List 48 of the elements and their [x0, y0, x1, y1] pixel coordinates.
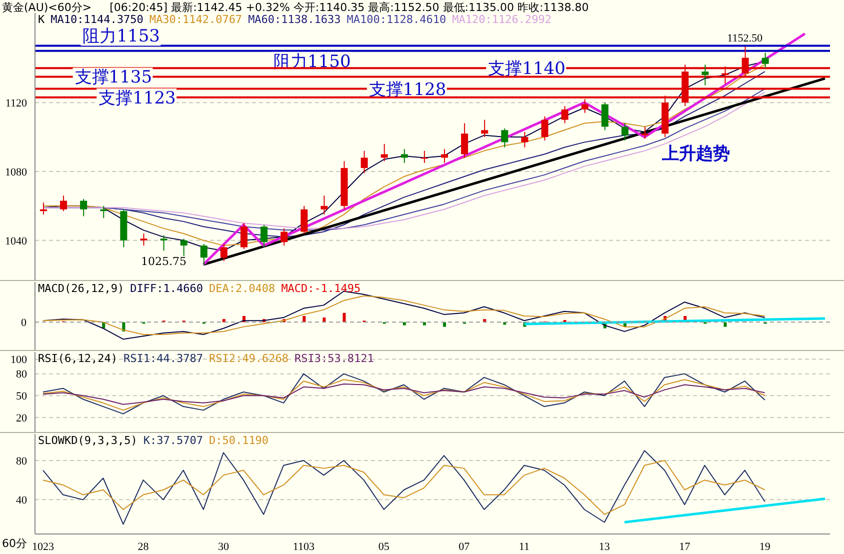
x-tick-label: 19: [759, 540, 771, 553]
text: DIFF:1.4660: [130, 282, 203, 295]
x-tick-label: 28: [138, 540, 150, 553]
text: MA10:1144.3750: [50, 13, 144, 26]
y-tick-label: 1120: [5, 97, 28, 110]
chart-title: 黄金(AU)<60分>: [2, 1, 92, 14]
annotation: 1025.75: [141, 254, 187, 268]
x-tick-label: 05: [378, 540, 390, 553]
x-tick-label: 1103: [292, 540, 315, 553]
y-tick-label: 1040: [5, 235, 28, 248]
x-tick-label: 30: [218, 540, 230, 553]
text: MA100:1128.4610: [346, 13, 446, 26]
text: D:50.1190: [208, 434, 269, 447]
chart-title: SLOWKD(9,3,3,5): [38, 434, 138, 447]
series-label: K:37.5707: [143, 434, 203, 447]
text: 60分: [2, 536, 27, 551]
text: RSI1:44.3787: [123, 352, 203, 365]
annotation: 上升趋势: [662, 143, 730, 165]
ref-line-label: 阻力1153: [82, 26, 160, 47]
text: MA60:1138.1633: [248, 13, 341, 26]
text: MA30:1142.0767: [149, 13, 242, 26]
text: DEA:2.0408: [208, 282, 276, 295]
y-tick-label: 50: [16, 390, 28, 403]
ref-line-label: 支撑1128: [368, 80, 446, 100]
text: RSI2:49.6268: [208, 352, 288, 365]
ref-line-label: 0: [21, 317, 27, 330]
chart-title: MACD(26,12,9): [38, 282, 124, 295]
chart-title: RSI(6,12,24): [38, 352, 118, 365]
y-tick-label: 80: [16, 368, 28, 381]
y-tick-label: 20: [16, 412, 28, 424]
chart-subtitle: [06:20:45] 最新:1142.45 +0.32% 今开:1140.35 最高:1152.50 最低:1135.00 昨收:1138.80: [110, 1, 589, 14]
text: MA120:1126.2992: [452, 13, 552, 26]
series-label: RSI3:53.8121: [294, 352, 374, 365]
x-tick-label: 17: [679, 540, 691, 553]
x-tick-label: 1023: [32, 540, 54, 553]
x-tick-label: 07: [458, 540, 470, 553]
x-tick-label: 13: [598, 540, 610, 553]
legend-title: K: [38, 13, 45, 26]
ref-line-label: 支撑1123: [98, 88, 176, 108]
annotation: 1152.50: [727, 32, 763, 45]
y-tick-label: 100: [10, 354, 28, 366]
ref-line-label: 支撑1135: [74, 68, 152, 88]
y-tick-label: 40: [16, 494, 28, 507]
ref-line-label: 支撑1140: [488, 59, 566, 80]
x-tick-label: 11: [518, 540, 530, 553]
y-tick-label: 80: [16, 455, 28, 468]
y-tick-label: 1080: [5, 166, 28, 178]
text: MACD:-1.1495: [281, 282, 361, 295]
